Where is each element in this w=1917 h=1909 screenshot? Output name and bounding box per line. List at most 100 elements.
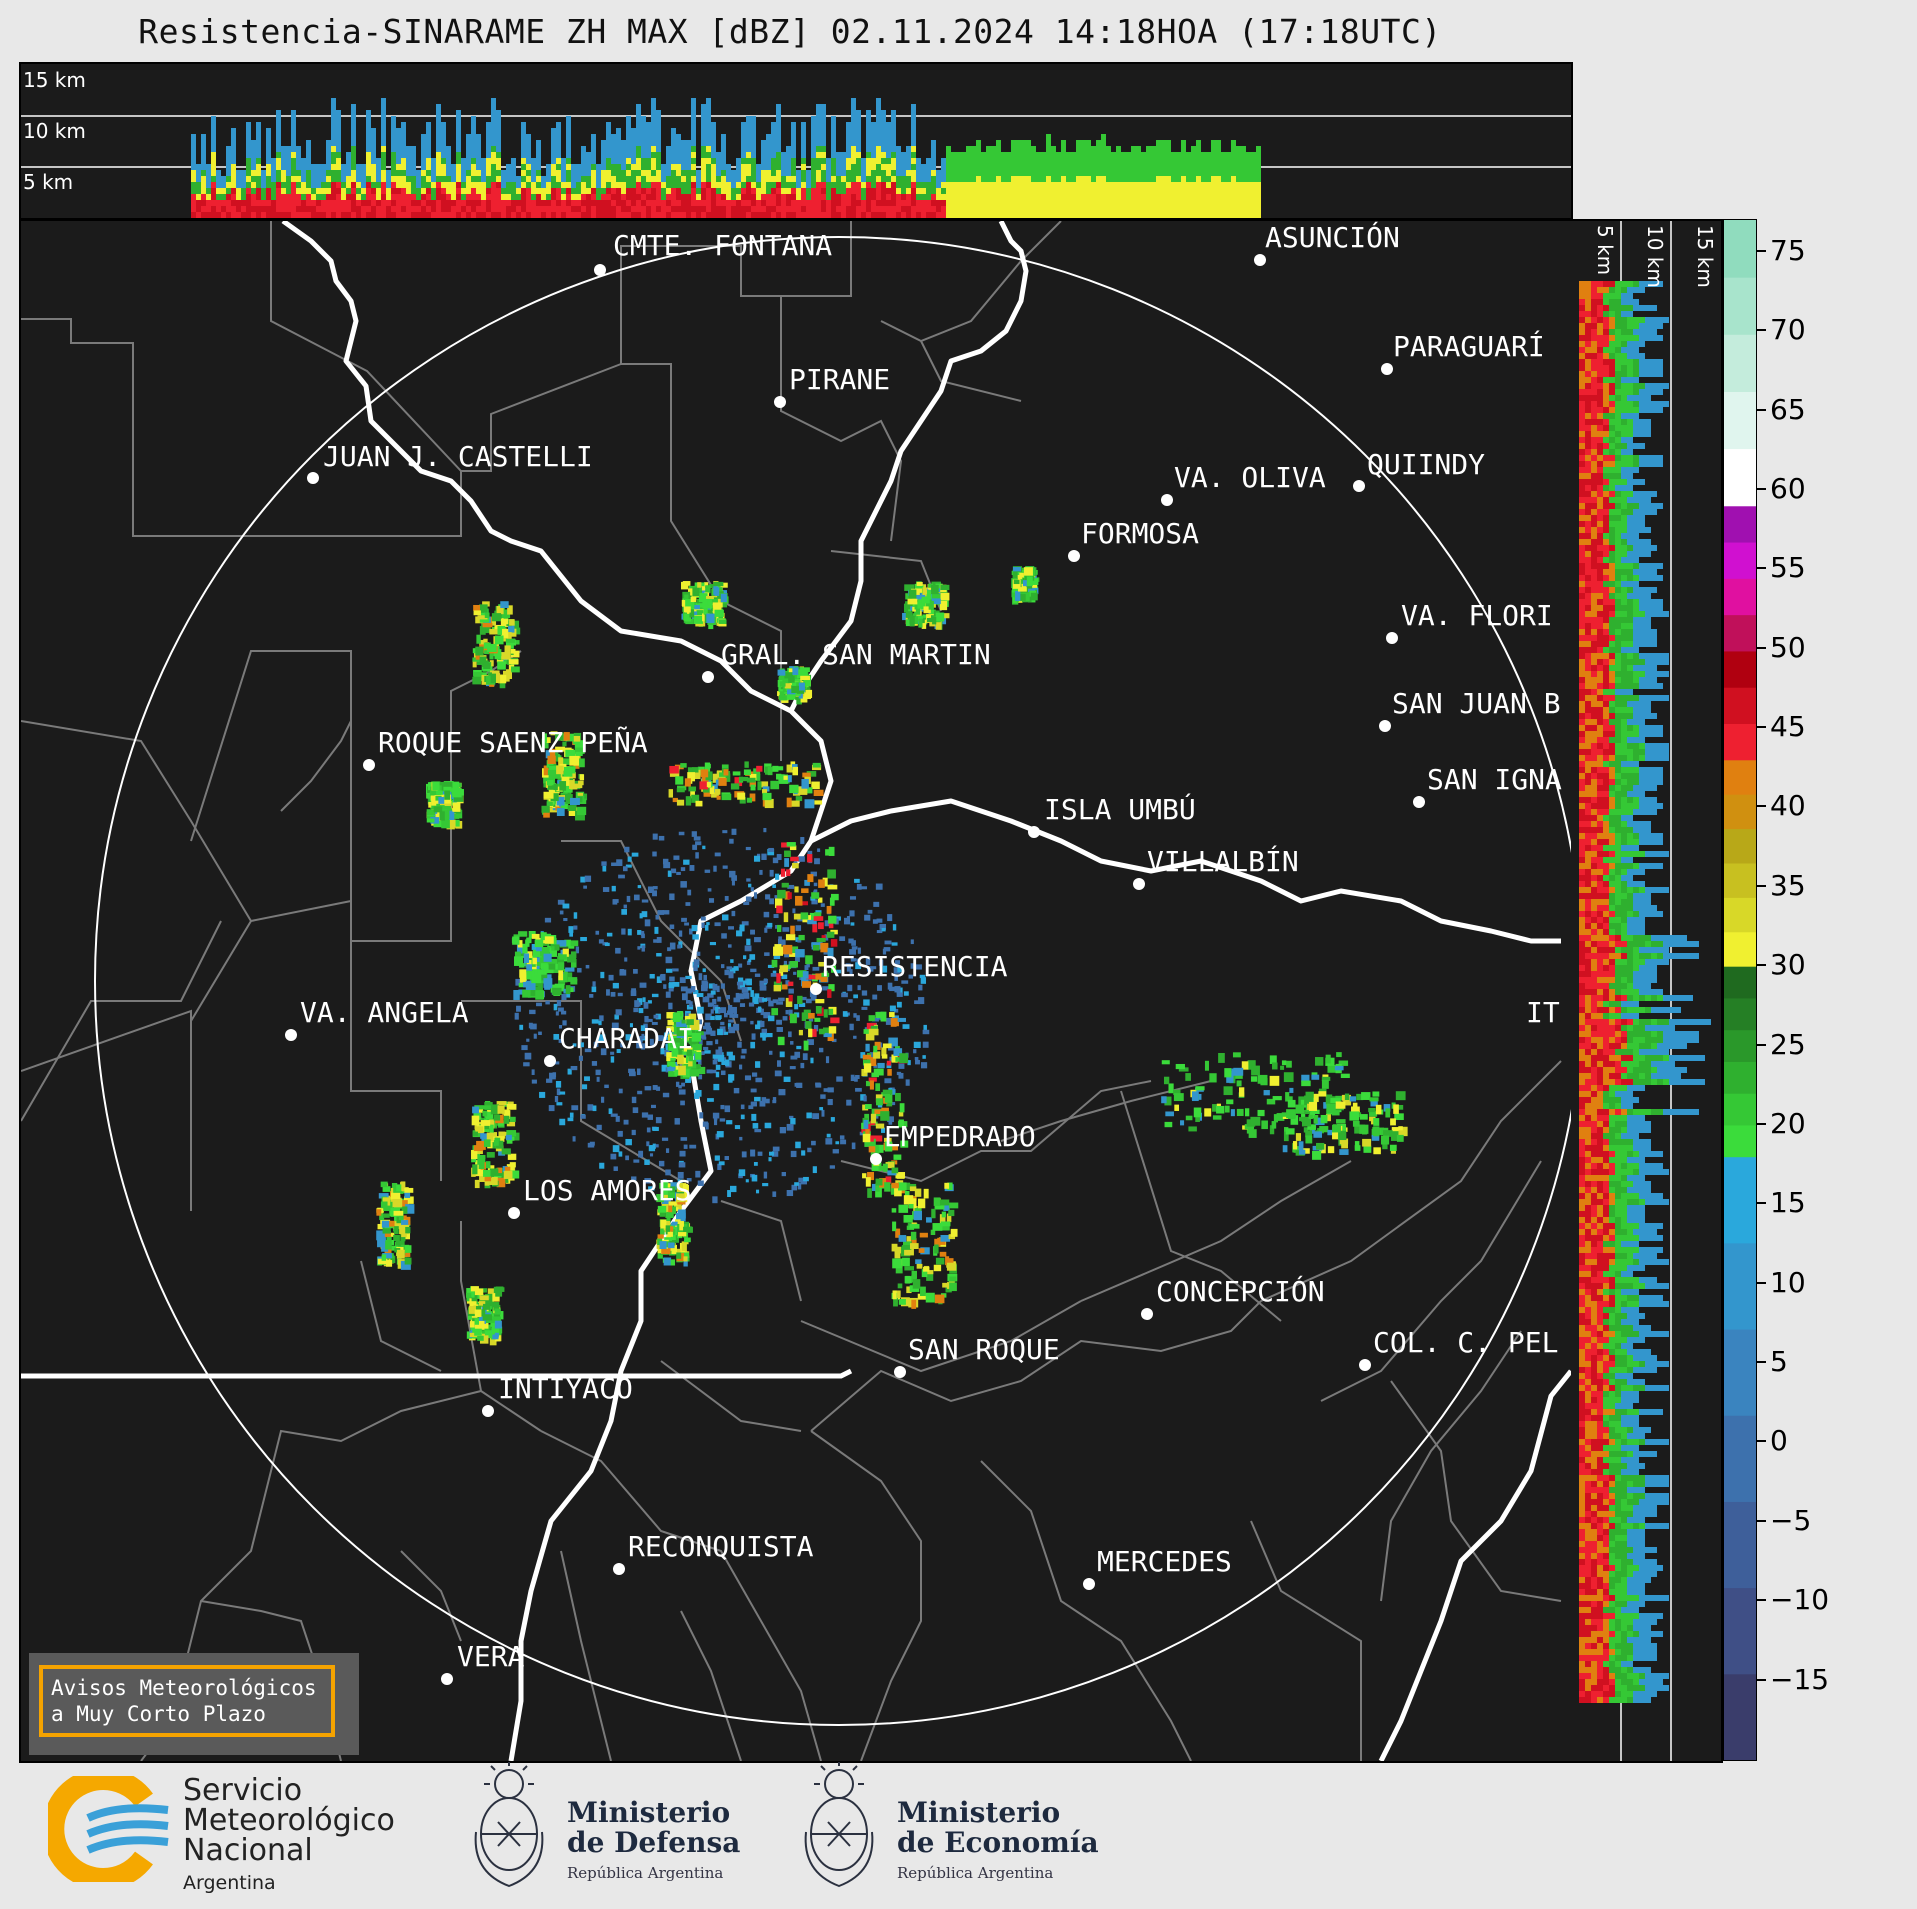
echo-cell	[1031, 158, 1036, 164]
echo-cell	[758, 997, 765, 1003]
echo-cell	[1315, 1117, 1325, 1126]
echo-cell	[1246, 206, 1251, 212]
echo-cell	[1246, 212, 1251, 218]
echo-cell	[894, 986, 901, 993]
echo-cell	[843, 917, 851, 925]
echo-cell	[946, 212, 951, 218]
radar-map[interactable]: CMTE. FONTANA ASUNCIÓN PARAGUARÍ PIRANE …	[19, 219, 1573, 1763]
echo-cell	[801, 152, 806, 158]
echo-cell	[856, 170, 861, 176]
echo-cell	[311, 194, 316, 200]
echo-cell	[1016, 194, 1021, 200]
echo-cell	[461, 182, 466, 188]
echo-cell	[746, 158, 751, 164]
echo-cell	[681, 993, 688, 1001]
echo-cell	[606, 158, 611, 164]
echo-cell	[1106, 170, 1111, 176]
echo-cell	[706, 1041, 713, 1046]
echo-cell	[576, 164, 581, 170]
echo-cell	[595, 1069, 601, 1076]
echo-cell	[876, 110, 881, 116]
echo-cell	[900, 1140, 909, 1148]
echo-cell	[591, 194, 596, 200]
echo-cell	[731, 200, 736, 206]
echo-cell	[551, 783, 558, 791]
echo-cell	[871, 1162, 882, 1172]
echo-cell	[371, 152, 376, 158]
echo-cell	[764, 766, 771, 775]
echo-cell	[790, 1041, 794, 1045]
echo-cell	[1321, 1079, 1329, 1089]
echo-cell	[781, 200, 786, 206]
echo-cell	[741, 1048, 747, 1054]
echo-cell	[579, 774, 585, 781]
echo-cell	[489, 1124, 494, 1134]
echo-cell	[741, 1151, 747, 1158]
echo-cell	[555, 746, 565, 752]
echo-cell	[846, 140, 851, 146]
echo-cell	[715, 955, 720, 960]
echo-cell	[903, 1195, 914, 1205]
echo-cell	[888, 1120, 893, 1125]
echo-cell	[790, 1055, 798, 1060]
echo-cell	[1141, 158, 1146, 164]
echo-cell	[503, 670, 512, 676]
echo-cell	[626, 152, 631, 158]
echo-cell	[839, 936, 846, 941]
echo-cell	[666, 164, 671, 170]
echo-cell	[1180, 1120, 1185, 1126]
echo-cell	[805, 998, 812, 1004]
echo-cell	[1241, 182, 1246, 188]
echo-cell	[789, 952, 798, 957]
echo-cell	[644, 1159, 650, 1165]
echo-cell	[831, 164, 836, 170]
echo-cell	[702, 776, 709, 786]
echo-cell	[1041, 152, 1046, 158]
echo-cell	[396, 140, 401, 146]
echo-cell	[481, 182, 486, 188]
echo-cell	[1272, 1062, 1278, 1070]
echo-cell	[611, 188, 616, 194]
echo-cell	[1236, 182, 1241, 188]
echo-cell	[386, 212, 391, 218]
echo-cell	[1001, 152, 1006, 158]
echo-cell	[671, 134, 676, 140]
echo-cell	[565, 794, 573, 805]
echo-cell	[569, 930, 574, 937]
echo-cell	[701, 134, 706, 140]
echo-cell	[396, 194, 401, 200]
echo-cell	[1031, 164, 1036, 170]
echo-cell	[1191, 206, 1196, 212]
echo-cell	[921, 188, 926, 194]
echo-cell	[361, 206, 366, 212]
echo-cell	[591, 140, 596, 146]
echo-cell	[896, 200, 901, 206]
echo-cell	[1111, 182, 1116, 188]
echo-cell	[381, 1220, 390, 1228]
echo-cell	[678, 930, 683, 937]
echo-cell	[1056, 158, 1061, 164]
echo-cell	[301, 176, 306, 182]
echo-cell	[701, 980, 708, 987]
echo-cell	[256, 164, 261, 170]
echo-cell	[781, 882, 789, 888]
echo-cell	[956, 194, 961, 200]
echo-cell	[439, 811, 445, 821]
echo-cell	[841, 176, 846, 182]
echo-cell	[379, 1213, 385, 1221]
echo-cell	[850, 922, 855, 926]
echo-cell	[351, 158, 356, 164]
echo-cell	[500, 618, 509, 625]
echo-cell	[426, 140, 431, 146]
echo-cell	[931, 1208, 936, 1219]
echo-cell	[1372, 1091, 1380, 1097]
echo-cell	[206, 164, 211, 170]
echo-cell	[542, 733, 547, 743]
echo-cell	[826, 206, 831, 212]
echo-cell	[636, 164, 641, 170]
echo-cell	[491, 164, 496, 170]
echo-cell	[1076, 152, 1081, 158]
echo-cell	[1051, 164, 1056, 170]
echo-cell	[416, 194, 421, 200]
echo-cell	[221, 194, 226, 200]
